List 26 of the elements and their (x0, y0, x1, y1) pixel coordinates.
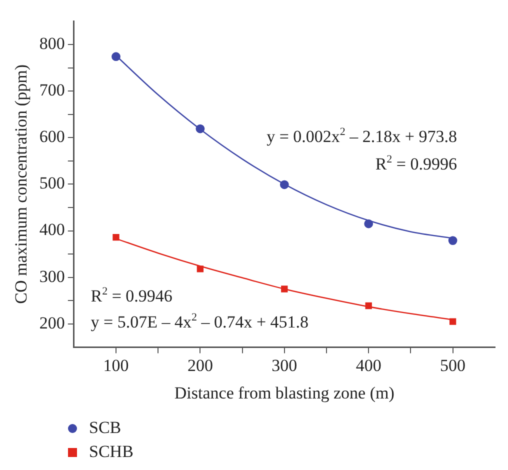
y-tick-label: 600 (39, 127, 65, 146)
point (112, 234, 120, 241)
y-tick-label: 400 (39, 220, 65, 240)
x-tick-label: 200 (187, 356, 213, 375)
legend-label: SCB (89, 418, 122, 438)
y-tick-label: 800 (39, 34, 65, 53)
x-tick-label: 500 (440, 356, 466, 375)
point (449, 318, 456, 325)
y-tick-label: 700 (39, 80, 65, 100)
point (365, 302, 372, 310)
y-tick-label: 200 (39, 313, 65, 332)
point (281, 286, 288, 292)
x-axis-title: Distance from blasting zone (m) (174, 383, 394, 402)
x-tick-label: 100 (103, 356, 129, 375)
y-tick-label: 300 (39, 266, 65, 286)
point (448, 236, 458, 245)
point (364, 219, 374, 228)
legend-label: SCHB (89, 442, 134, 462)
point (112, 52, 120, 62)
x-tick-label: 300 (272, 356, 298, 375)
y-axis-title: CO maximum concentration (ppm) (12, 64, 31, 304)
x-tick-label: 400 (356, 356, 382, 375)
point (280, 180, 289, 190)
point (196, 266, 204, 272)
y-tick-label: 500 (39, 174, 65, 193)
point (196, 124, 205, 134)
